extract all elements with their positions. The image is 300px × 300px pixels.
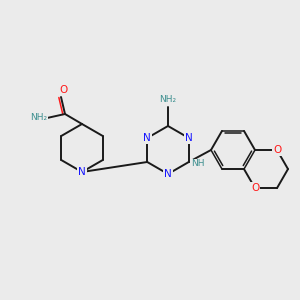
Text: NH: NH xyxy=(191,160,205,169)
Text: O: O xyxy=(251,183,259,193)
Text: N: N xyxy=(164,169,172,179)
Text: N: N xyxy=(143,133,151,143)
Text: O: O xyxy=(59,85,67,95)
Text: N: N xyxy=(78,167,86,177)
Text: N: N xyxy=(185,133,193,143)
Text: NH₂: NH₂ xyxy=(159,95,177,104)
Text: NH₂: NH₂ xyxy=(30,113,48,122)
Text: O: O xyxy=(273,145,281,155)
